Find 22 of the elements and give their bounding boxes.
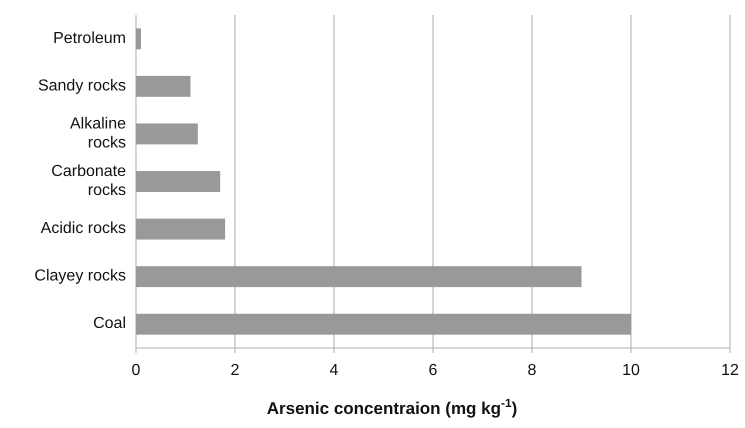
x-tick-label: 12 — [721, 362, 739, 379]
bar — [136, 314, 631, 335]
x-tick-label: 4 — [330, 362, 339, 379]
bar — [136, 171, 220, 192]
y-tick-label: Alkaline rocks — [70, 116, 126, 152]
x-tick-label: 8 — [528, 362, 537, 379]
y-tick-label: Coal — [93, 315, 126, 332]
y-tick-label: Acidic rocks — [40, 220, 126, 238]
y-tick-label: Sandy rocks — [38, 78, 126, 95]
bar — [136, 28, 141, 50]
bar — [136, 76, 190, 97]
x-axis-title: Arsenic concentraion (mg kg$^{-1}$) — [266, 396, 518, 418]
y-tick-label: Clayey rocks — [34, 268, 126, 285]
x-tick-label: 2 — [230, 362, 240, 379]
bar — [136, 218, 226, 240]
y-tick-label: Petroleum — [53, 30, 126, 48]
x-tick-label: 0 — [132, 362, 141, 379]
x-tick-label: 10 — [622, 362, 640, 379]
x-tick-label: 6 — [428, 362, 438, 379]
bar — [136, 123, 198, 144]
bar — [136, 266, 582, 288]
y-tick-label: Carbonate rocks — [51, 163, 126, 200]
